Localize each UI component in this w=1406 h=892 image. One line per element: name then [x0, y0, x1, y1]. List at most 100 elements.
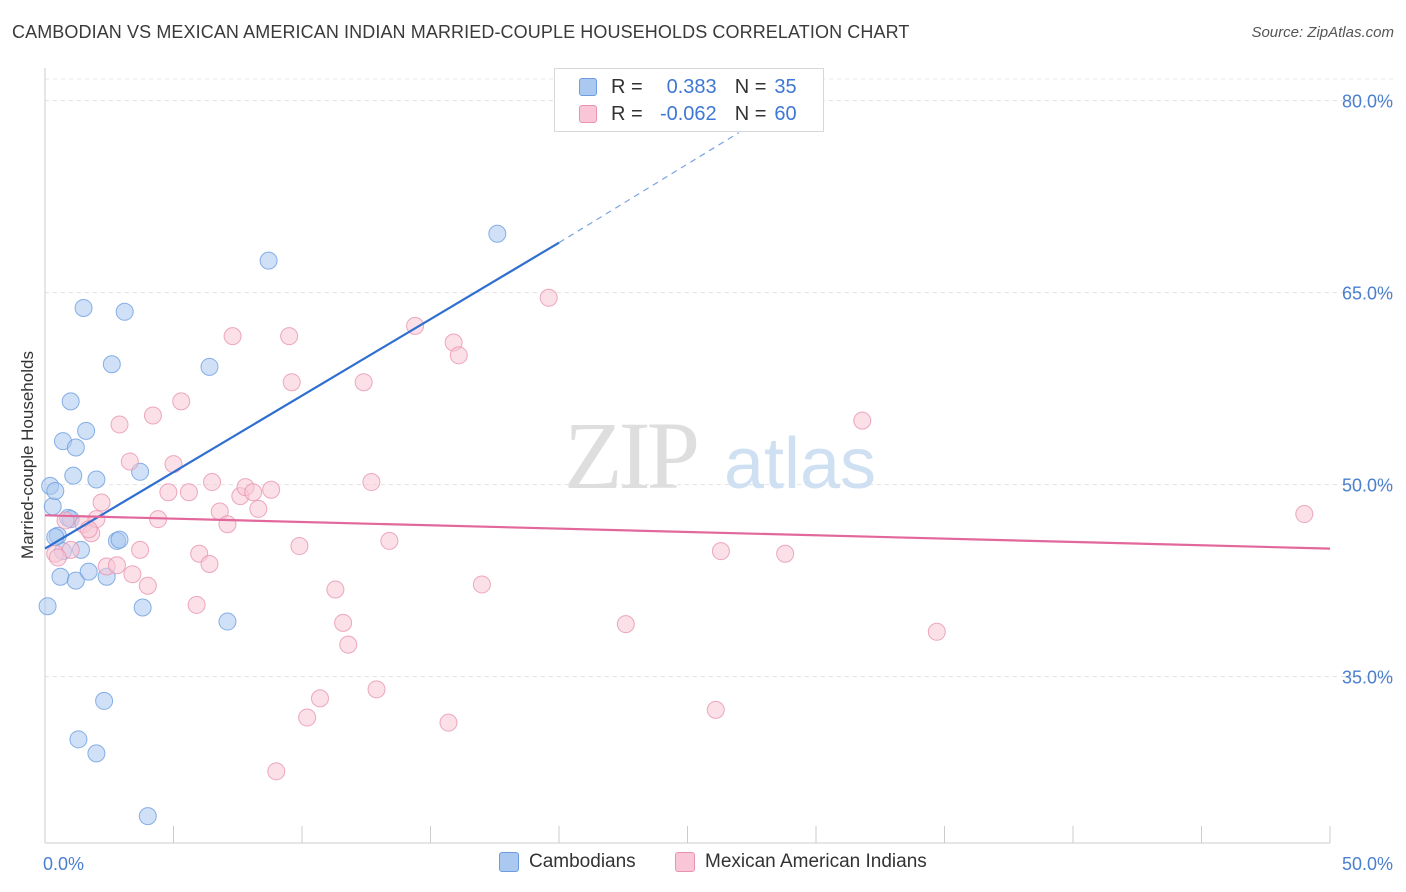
point-mexican-american-indians — [449, 346, 468, 365]
point-mexican-american-indians — [367, 680, 386, 699]
point-cambodians — [79, 562, 98, 581]
point-mexican-american-indians — [92, 493, 111, 512]
n-value: 60 — [774, 102, 797, 125]
point-mexican-american-indians — [267, 762, 286, 781]
point-cambodians — [46, 482, 65, 500]
point-mexican-american-indians — [282, 373, 301, 392]
point-mexican-american-indians — [143, 406, 162, 425]
point-mexican-american-indians — [131, 540, 150, 559]
legend-item-mexican-american-indians[interactable]: Mexican American Indians — [675, 851, 927, 873]
point-mexican-american-indians — [711, 542, 730, 561]
point-mexican-american-indians — [48, 548, 67, 567]
point-cambodians — [77, 421, 96, 440]
legend-label-cambodians: Cambodians — [529, 851, 636, 872]
point-mexican-american-indians — [280, 327, 299, 346]
point-mexican-american-indians — [172, 392, 191, 411]
point-mexican-american-indians — [539, 288, 558, 307]
point-cambodians — [66, 438, 85, 457]
point-mexican-american-indians — [354, 373, 373, 392]
point-mexican-american-indians — [298, 708, 317, 727]
legend-swatch-cambodians — [499, 852, 519, 872]
point-mexican-american-indians — [1295, 505, 1314, 524]
swatch-cambodians — [579, 78, 597, 96]
x-tick-label: 0.0% — [43, 854, 84, 874]
point-mexican-american-indians — [776, 544, 795, 563]
point-cambodians — [51, 567, 70, 586]
point-mexican-american-indians — [107, 556, 126, 575]
point-mexican-american-indians — [262, 480, 281, 499]
point-mexican-american-indians — [244, 483, 263, 502]
n-value: 35 — [774, 75, 797, 98]
stats-legend: R = 0.383 N = 35 R = -0.062 N = 60 — [554, 68, 824, 132]
point-mexican-american-indians — [187, 595, 206, 614]
data-points — [38, 224, 1314, 826]
n-label: N = — [734, 75, 767, 98]
stats-row-cambodians: R = 0.383 N = 35 — [579, 74, 797, 100]
source-label: Source: ZipAtlas.com — [1251, 24, 1394, 41]
point-mexican-american-indians — [223, 327, 242, 346]
trend-line-cambodians-extension — [558, 132, 740, 244]
trend-line-mexican-american-indians — [44, 514, 1331, 550]
point-cambodians — [138, 807, 157, 826]
point-mexican-american-indians — [853, 411, 872, 430]
point-cambodians — [74, 298, 93, 317]
point-cambodians — [110, 530, 129, 549]
point-cambodians — [64, 466, 83, 485]
point-mexican-american-indians — [123, 565, 142, 584]
y-tick-label: 80.0% — [1342, 92, 1393, 112]
point-mexican-american-indians — [159, 483, 178, 502]
stats-row-mexican-american-indians: R = -0.062 N = 60 — [579, 101, 797, 127]
point-mexican-american-indians — [310, 689, 329, 708]
r-value: -0.062 — [659, 102, 717, 125]
point-mexican-american-indians — [110, 415, 129, 434]
y-tick-label: 65.0% — [1342, 284, 1393, 304]
point-mexican-american-indians — [200, 554, 219, 573]
point-mexican-american-indians — [616, 615, 635, 634]
chart-title: CAMBODIAN VS MEXICAN AMERICAN INDIAN MAR… — [12, 22, 910, 42]
point-cambodians — [102, 355, 121, 374]
legend-swatch-mexican-american-indians — [675, 852, 695, 872]
point-cambodians — [95, 691, 114, 710]
point-mexican-american-indians — [138, 576, 157, 595]
point-cambodians — [488, 224, 507, 243]
point-mexican-american-indians — [218, 515, 237, 534]
point-mexican-american-indians — [334, 613, 353, 632]
point-mexican-american-indians — [362, 473, 381, 492]
point-cambodians — [133, 598, 152, 617]
trend-line-cambodians — [44, 241, 560, 550]
point-mexican-american-indians — [927, 622, 946, 641]
r-label: R = — [611, 75, 643, 98]
swatch-mexican-american-indians — [579, 105, 597, 123]
point-mexican-american-indians — [249, 499, 268, 518]
point-mexican-american-indians — [56, 511, 75, 530]
point-mexican-american-indians — [179, 483, 198, 502]
n-label: N = — [734, 102, 767, 125]
point-mexican-american-indians — [326, 580, 345, 599]
legend-label-mexican-american-indians: Mexican American Indians — [705, 851, 927, 872]
point-mexican-american-indians — [472, 575, 491, 594]
point-cambodians — [218, 612, 237, 631]
watermark-zip: ZIP — [564, 402, 697, 509]
grid-lines — [45, 78, 1393, 678]
point-cambodians — [115, 302, 134, 321]
point-cambodians — [38, 597, 57, 616]
point-cambodians — [87, 744, 106, 763]
r-label: R = — [611, 102, 643, 125]
point-mexican-american-indians — [290, 537, 309, 556]
point-cambodians — [66, 571, 85, 590]
x-tick-labels: 0.0% 50.0% — [43, 854, 1393, 874]
point-cambodians — [87, 470, 106, 489]
legend-item-cambodians[interactable]: Cambodians — [499, 851, 636, 873]
trend-lines — [44, 132, 1331, 550]
point-cambodians — [69, 730, 88, 749]
point-mexican-american-indians — [120, 452, 139, 471]
point-mexican-american-indians — [203, 473, 222, 492]
point-cambodians — [259, 251, 278, 270]
y-tick-label: 50.0% — [1342, 476, 1393, 496]
point-mexican-american-indians — [380, 531, 399, 550]
watermark-atlas: atlas — [724, 424, 876, 504]
point-cambodians — [43, 497, 62, 516]
r-value: 0.383 — [666, 75, 717, 98]
series-legend: Cambodians Mexican American Indians — [0, 851, 1406, 877]
